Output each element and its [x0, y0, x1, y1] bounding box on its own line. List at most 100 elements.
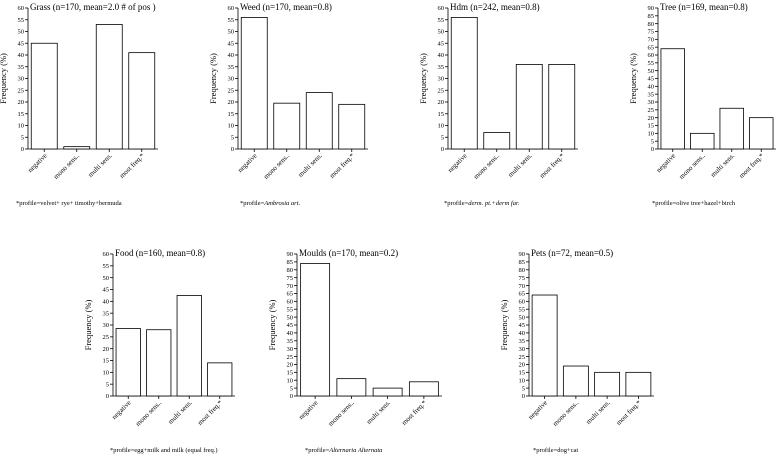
bar	[300, 263, 331, 397]
y-tick-label: 75	[287, 275, 294, 282]
y-tick-label: 65	[648, 44, 655, 51]
y-tick-label: 90	[648, 5, 655, 12]
category-label: negative	[655, 152, 677, 174]
bar	[719, 107, 744, 150]
y-tick-label: 20	[287, 362, 294, 369]
y-tick-label: 35	[103, 310, 110, 317]
footnote: *profile=velvet+ rye+ timothy+bermuda	[16, 200, 122, 207]
y-tick-label: 45	[228, 40, 235, 47]
chart-title: Grass (n=170, mean=2.0 # of pos )	[30, 2, 156, 12]
bar	[338, 103, 366, 150]
y-tick-label: 55	[438, 17, 445, 24]
y-tick-label: 25	[18, 87, 25, 94]
y-tick-label: 40	[519, 330, 526, 337]
y-axis-label: Frequency (%)	[418, 53, 428, 104]
category-label: most freq.*	[196, 398, 225, 427]
y-tick-label: 5	[21, 134, 24, 141]
bar	[128, 52, 156, 150]
category-label: most freq.*	[538, 151, 567, 180]
y-tick-label: 30	[18, 76, 25, 83]
y-tick-label: 20	[519, 362, 526, 369]
y-tick-label: 15	[103, 358, 110, 365]
y-tick-label: 35	[287, 338, 294, 345]
y-tick-label: 15	[18, 111, 25, 118]
y-axis-label: Frequency (%)	[628, 53, 638, 104]
category-label: mono sens..	[262, 152, 291, 181]
y-tick-label: 10	[438, 123, 445, 130]
y-tick-label: 35	[228, 64, 235, 71]
y-tick-label: 0	[106, 393, 109, 400]
bar	[483, 132, 511, 150]
y-tick-label: 40	[18, 52, 25, 59]
y-tick-label: 60	[228, 5, 235, 12]
bar	[273, 102, 301, 150]
category-label: negative	[110, 399, 132, 421]
bar	[531, 294, 558, 397]
chart-title: Weed (n=170, mean=0.8)	[240, 2, 332, 12]
y-tick-label: 5	[522, 385, 525, 392]
bar	[515, 64, 543, 150]
y-tick-label: 65	[519, 291, 526, 298]
y-tick-label: 25	[228, 87, 235, 94]
category-label: mono sens..	[134, 399, 163, 428]
bar	[660, 48, 685, 150]
y-tick-label: 30	[648, 99, 655, 106]
y-tick-label: 5	[651, 138, 654, 145]
y-tick-label: 70	[287, 283, 294, 290]
footnote-prefix: *profile=	[16, 200, 41, 207]
chart-title: Hdm (n=242, mean=0.8)	[450, 2, 540, 12]
category-label: most freq.*	[737, 151, 766, 180]
footnote: *profile=derm. pt.+derm far.	[444, 200, 520, 207]
y-tick-label: 55	[103, 263, 110, 270]
y-tick-label: 40	[438, 52, 445, 59]
y-tick-label: 50	[438, 29, 445, 36]
y-tick-label: 40	[103, 299, 110, 306]
y-tick-label: 65	[287, 291, 294, 298]
y-tick-label: 55	[648, 60, 655, 67]
footnote-prefix: *profile=	[110, 447, 135, 454]
y-tick-label: 25	[648, 107, 655, 114]
y-tick-label: 20	[103, 346, 110, 353]
footnote-prefix: *profile=	[533, 447, 558, 454]
y-tick-label: 30	[519, 346, 526, 353]
bar	[176, 295, 202, 397]
category-label: mono sens..	[472, 152, 501, 181]
chart-panel: 0 5 10 15 20 25 30 35 40 45 50 55 60 Frequency (%) Gra…	[0, 2, 158, 207]
y-tick-label: 25	[519, 354, 526, 361]
y-tick-label: 80	[519, 267, 526, 274]
y-tick-label: 45	[648, 76, 655, 83]
y-axis-label: Frequency (%)	[83, 299, 93, 350]
y-tick-label: 60	[648, 52, 655, 59]
category-label: multi sens.	[365, 399, 392, 426]
footnote: *profile=Ambrosia art.	[240, 200, 300, 207]
chart-panel: 0 5 10 15 20 25 30 35 40 45 50 55 60 Frequency (%) Foo…	[83, 248, 235, 454]
footnote-prefix: *profile=	[240, 200, 265, 207]
bar	[450, 16, 478, 150]
bar	[240, 16, 268, 150]
footnote-text: Ambrosia art.	[263, 200, 300, 207]
y-tick-label: 60	[287, 299, 294, 306]
y-tick-label: 10	[103, 370, 110, 377]
y-tick-label: 5	[231, 134, 234, 141]
y-tick-label: 20	[438, 99, 445, 106]
bar	[336, 378, 367, 397]
y-tick-label: 40	[228, 52, 235, 59]
y-tick-label: 55	[519, 306, 526, 313]
y-tick-label: 55	[287, 306, 294, 313]
footnote-text: egg+milk and milk (equal freq.)	[134, 447, 217, 454]
category-label: negative	[527, 399, 549, 421]
y-tick-label: 55	[18, 17, 25, 24]
y-tick-label: 45	[438, 40, 445, 47]
bar	[63, 146, 91, 150]
y-tick-label: 60	[103, 251, 110, 258]
y-tick-label: 0	[522, 393, 525, 400]
category-label: most freq.*	[328, 151, 357, 180]
y-tick-label: 5	[441, 134, 444, 141]
category-label: most freq.*	[118, 151, 147, 180]
bar	[372, 387, 403, 397]
y-tick-label: 40	[648, 84, 655, 91]
y-tick-label: 50	[287, 314, 294, 321]
y-tick-label: 20	[18, 99, 25, 106]
